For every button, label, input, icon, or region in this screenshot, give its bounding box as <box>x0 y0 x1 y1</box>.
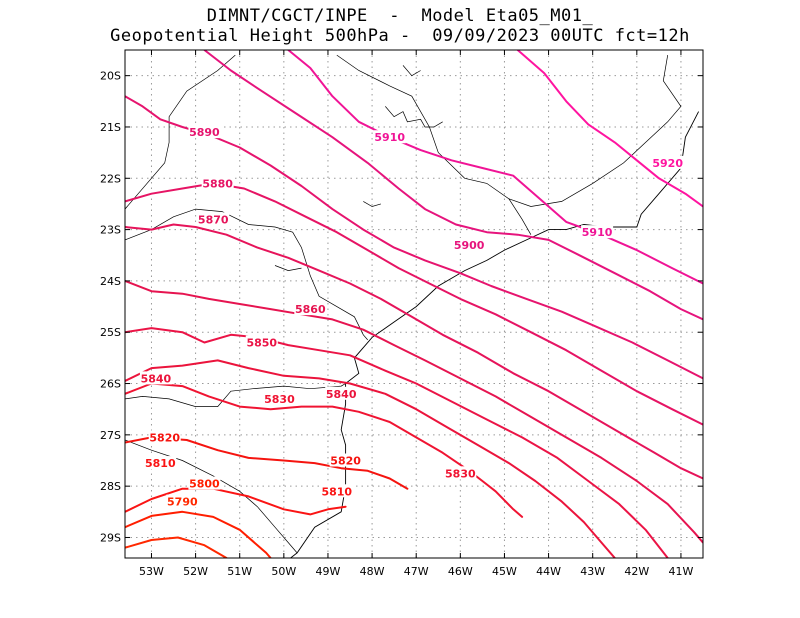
title-line-1: DIMNT/CGCT/INPE - Model Eta05_M01_ <box>206 6 594 26</box>
contour-label-bg <box>294 302 327 316</box>
map-river-line <box>274 265 302 271</box>
contour-label-bg <box>139 371 172 385</box>
contour-label: 5800 <box>189 478 220 491</box>
contour-5810 <box>125 487 347 516</box>
lon-tick-label: 43W <box>580 565 605 578</box>
contour-label: 5860 <box>295 303 326 316</box>
contour-label-bg <box>144 456 177 470</box>
contour-label-bg <box>651 155 684 169</box>
lon-tick-label: 42W <box>624 565 649 578</box>
contour-label: 5850 <box>246 336 277 349</box>
lon-tick-label: 52W <box>183 565 208 578</box>
contour-5840 <box>125 359 616 558</box>
contour-5800 <box>125 510 272 558</box>
contour-label-bg <box>188 476 221 490</box>
contour-label: 5870 <box>198 213 229 226</box>
lat-tick-label: 27S <box>100 429 121 442</box>
lat-tick-label: 21S <box>100 121 121 134</box>
map-river-line <box>385 106 443 128</box>
contour-label-bg <box>263 391 296 405</box>
lat-tick-label: 29S <box>100 531 121 544</box>
title-line-2: Geopotential Height 500hPa - 09/09/2023 … <box>110 26 690 46</box>
map-border-line <box>125 439 298 554</box>
map-river-line <box>402 65 421 77</box>
contour-label: 5880 <box>202 177 233 190</box>
contour-label: 5840 <box>141 372 172 385</box>
contour-label: 5840 <box>326 388 357 401</box>
lon-tick-label: 51W <box>227 565 252 578</box>
lon-tick-label: 46W <box>448 565 473 578</box>
contour-5830 <box>125 382 524 518</box>
contour-label: 5920 <box>652 157 683 170</box>
contour-label: 5900 <box>454 239 485 252</box>
lon-tick-label: 45W <box>492 565 517 578</box>
map-border-line <box>125 383 346 407</box>
contour-label-bg <box>320 484 353 498</box>
lon-tick-label: 53W <box>139 565 164 578</box>
contour-5790 <box>125 536 228 558</box>
contour-label: 5790 <box>167 496 198 509</box>
map-border-line <box>125 208 368 341</box>
contour-5900 <box>203 50 703 321</box>
contour-label: 5890 <box>189 126 220 139</box>
contour-label-bg <box>201 176 234 190</box>
map-border-line <box>508 198 532 235</box>
map-border-line <box>125 54 236 210</box>
contour-label-bg <box>581 225 614 239</box>
lon-tick-label: 48W <box>360 565 385 578</box>
contour-5910 <box>287 50 703 285</box>
lat-tick-label: 24S <box>100 275 121 288</box>
contour-label-bg <box>325 386 358 400</box>
lon-tick-label: 44W <box>536 565 561 578</box>
contour-label-bg <box>245 335 278 349</box>
contour-5860 <box>125 279 703 544</box>
lat-tick-label: 22S <box>100 172 121 185</box>
contour-label: 5820 <box>330 455 361 468</box>
contour-5890 <box>125 95 703 380</box>
contour-5870 <box>125 223 703 480</box>
contour-5850 <box>125 327 669 558</box>
axis-ticks: 53W 52W 51W 50W 49W 48W 47W 46W 45W 44W 43W 42W 41W 2… <box>100 50 703 578</box>
contour-label: 5810 <box>145 457 176 470</box>
contour-5920 <box>516 50 703 208</box>
map-border-line <box>508 55 682 207</box>
contour-label-bg <box>444 466 477 480</box>
lon-tick-label: 41W <box>669 565 694 578</box>
lon-tick-label: 49W <box>316 565 341 578</box>
contour-label: 5910 <box>582 226 613 239</box>
contour-label-bg <box>453 237 486 251</box>
contour-label: 5830 <box>445 467 476 480</box>
contour-labels: 5890 5880 5870 5860 5850 5840 5840 5830 5830 5820… <box>139 125 684 509</box>
contour-label-bg <box>329 453 362 467</box>
lon-tick-label: 47W <box>404 565 429 578</box>
map-river-line <box>363 201 381 207</box>
lat-tick-label: 20S <box>100 70 121 83</box>
contour-label: 5820 <box>149 431 180 444</box>
contour-label-bg <box>148 430 181 444</box>
contour-label-bg <box>373 130 406 144</box>
contour-label: 5910 <box>374 131 405 144</box>
contour-label: 5810 <box>321 485 352 498</box>
plot-frame <box>124 49 704 559</box>
lat-tick-label: 28S <box>100 480 121 493</box>
contour-label: 5830 <box>264 393 295 406</box>
contour-label-bg <box>188 125 221 139</box>
lat-tick-label: 26S <box>100 378 121 391</box>
lon-tick-label: 50W <box>271 565 296 578</box>
contour-label-bg <box>197 212 230 226</box>
lat-tick-label: 23S <box>100 224 121 237</box>
lat-tick-label: 25S <box>100 326 121 339</box>
contour-label-bg <box>166 494 199 508</box>
